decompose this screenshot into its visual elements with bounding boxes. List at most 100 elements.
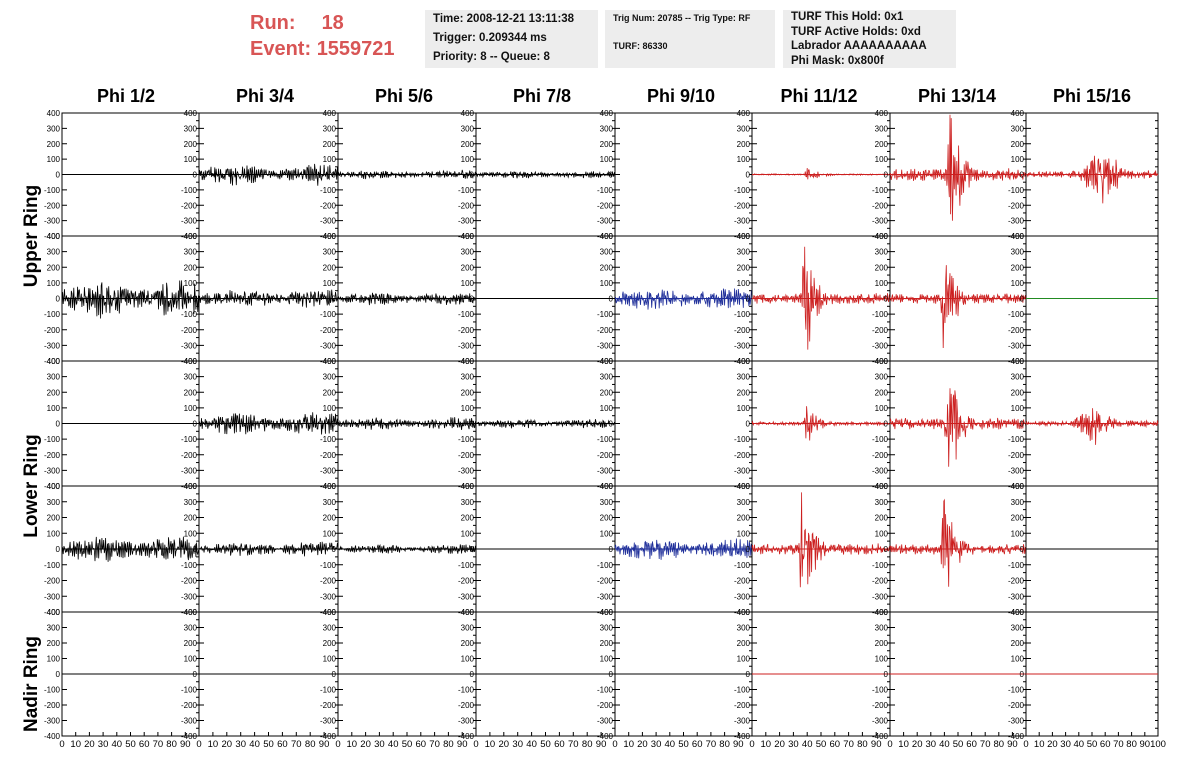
- x-tick-label: 20: [774, 739, 785, 750]
- y-tick-label: -200: [181, 326, 198, 335]
- y-tick-label: -300: [1008, 341, 1025, 350]
- y-tick-label: -300: [734, 217, 751, 226]
- x-tick-label: 30: [1060, 739, 1071, 750]
- y-tick-label: 300: [737, 498, 751, 507]
- x-tick-label: 30: [512, 739, 523, 750]
- x-tick-label: 60: [277, 739, 288, 750]
- x-tick-label: 40: [388, 739, 399, 750]
- x-tick-label: 10: [761, 739, 772, 750]
- y-tick-label: 400: [600, 482, 614, 491]
- x-tick-label: 20: [84, 739, 95, 750]
- y-tick-label: 0: [884, 295, 889, 304]
- x-tick-label: 0: [473, 739, 478, 750]
- y-tick-label: 0: [332, 670, 337, 679]
- y-tick-label: -200: [320, 326, 337, 335]
- y-tick-label: -300: [1008, 217, 1025, 226]
- waveform-trace: [337, 169, 477, 180]
- y-tick-label: -200: [872, 577, 889, 586]
- y-tick-label: -100: [1008, 310, 1025, 319]
- y-tick-label: -300: [1008, 592, 1025, 601]
- x-tick-label: 90: [1007, 739, 1018, 750]
- y-tick-label: -300: [458, 592, 475, 601]
- waveform-trace: [889, 498, 1027, 587]
- y-tick-label: 200: [47, 514, 61, 523]
- y-tick-label: 100: [323, 155, 337, 164]
- y-tick-label: -300: [458, 341, 475, 350]
- y-tick-label: 300: [875, 373, 889, 382]
- x-tick-label: 20: [637, 739, 648, 750]
- x-tick-label: 40: [249, 739, 260, 750]
- y-tick-label: -200: [734, 326, 751, 335]
- y-tick-label: 100: [737, 529, 751, 538]
- x-tick-label: 70: [1113, 739, 1124, 750]
- y-tick-label: 200: [737, 388, 751, 397]
- y-tick-label: 400: [184, 608, 198, 617]
- y-tick-label: 400: [323, 232, 337, 241]
- y-tick-label: -100: [44, 310, 61, 319]
- x-tick-label: 50: [1087, 739, 1098, 750]
- panel-frame: [614, 360, 753, 487]
- y-tick-label: 0: [884, 420, 889, 429]
- y-tick-label: 0: [470, 171, 475, 180]
- y-tick-label: 400: [600, 109, 614, 118]
- y-tick-label: 400: [1011, 357, 1025, 366]
- y-tick-label: 0: [609, 670, 614, 679]
- y-tick-label: 0: [470, 545, 475, 554]
- y-tick-label: 100: [184, 655, 198, 664]
- x-tick-label: 20: [222, 739, 233, 750]
- y-tick-label: -300: [320, 717, 337, 726]
- y-tick-label: 300: [600, 373, 614, 382]
- trigger-line: Trigger: 0.209344 ms: [433, 32, 547, 44]
- y-tick-label: -100: [44, 435, 61, 444]
- y-tick-label: 0: [56, 420, 61, 429]
- y-tick-label: 0: [1020, 670, 1025, 679]
- y-tick-label: 100: [47, 404, 61, 413]
- col-header-6: Phi 11/12: [780, 86, 858, 106]
- y-tick-label: -300: [872, 217, 889, 226]
- y-tick-label: 100: [461, 155, 475, 164]
- y-tick-label: 100: [600, 404, 614, 413]
- y-tick-label: 0: [193, 295, 198, 304]
- y-tick-label: -300: [734, 341, 751, 350]
- waveform-trace: [61, 536, 200, 562]
- y-tick-label: 0: [332, 420, 337, 429]
- y-tick-label: -100: [872, 435, 889, 444]
- y-tick-label: -300: [734, 717, 751, 726]
- x-tick-label: 10: [347, 739, 358, 750]
- y-tick-label: 400: [323, 109, 337, 118]
- x-tick-label: 30: [98, 739, 109, 750]
- y-tick-label: 300: [461, 624, 475, 633]
- y-tick-label: 0: [470, 420, 475, 429]
- y-tick-label: 400: [600, 608, 614, 617]
- y-tick-label: -100: [44, 186, 61, 195]
- y-tick-label: -300: [597, 341, 614, 350]
- y-tick-label: 400: [184, 109, 198, 118]
- trig-line: Trig Num: 20785 -- Trig Type: RF: [613, 13, 751, 23]
- y-tick-label: 400: [47, 357, 61, 366]
- y-tick-label: 0: [884, 171, 889, 180]
- y-tick-label: -100: [458, 561, 475, 570]
- y-tick-label: 300: [1011, 248, 1025, 257]
- y-tick-label: -100: [1008, 435, 1025, 444]
- x-tick-label: 80: [582, 739, 593, 750]
- y-tick-label: 0: [193, 545, 198, 554]
- x-tick-label: 50: [263, 739, 274, 750]
- y-tick-label: 100: [323, 655, 337, 664]
- y-tick-label: 0: [470, 670, 475, 679]
- y-tick-label: 300: [461, 498, 475, 507]
- y-tick-label: 100: [875, 279, 889, 288]
- y-tick-label: -300: [181, 592, 198, 601]
- y-tick-label: 400: [1011, 109, 1025, 118]
- y-tick-label: 200: [184, 388, 198, 397]
- y-tick-label: -400: [1008, 732, 1025, 741]
- waveform-trace: [61, 280, 200, 319]
- x-tick-label: 90: [457, 739, 468, 750]
- y-tick-label: -400: [44, 482, 61, 491]
- x-tick-label: 70: [291, 739, 302, 750]
- col-header-4: Phi 7/8: [512, 86, 572, 106]
- y-tick-label: -100: [597, 686, 614, 695]
- y-tick-label: -400: [597, 732, 614, 741]
- x-tick-label: 60: [416, 739, 427, 750]
- x-tick-label: 10: [208, 739, 219, 750]
- y-tick-label: -200: [181, 451, 198, 460]
